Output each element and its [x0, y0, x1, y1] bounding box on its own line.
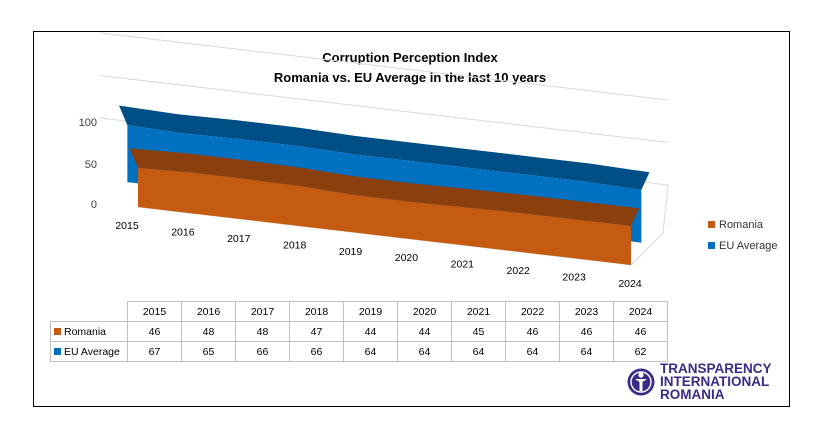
legend-label: EU Average	[719, 239, 778, 252]
series-layers	[119, 105, 650, 265]
data-table-year: 2021	[451, 301, 506, 322]
series-top-romania	[129, 148, 640, 226]
series-top-eu-average	[119, 105, 650, 190]
data-table-cell: 65	[181, 341, 236, 362]
logo-line: TRANSPARENCY	[660, 361, 772, 376]
legend: Romania EU Average	[708, 214, 778, 256]
chart-title: Corruption Perception Index	[322, 50, 498, 65]
x-tick-label: 2016	[171, 226, 195, 238]
chart-subtitle: Romania vs. EU Average in the last 10 ye…	[273, 70, 547, 85]
x-tick-label: 2022	[507, 265, 531, 277]
gridline	[99, 32, 669, 101]
data-table-row-romania: Romania 46 48 48 47 44 44 45 46 46 46	[50, 321, 668, 342]
data-table-year: 2015	[127, 301, 182, 322]
data-table-year: 2017	[235, 301, 290, 322]
data-table-cell: 64	[343, 341, 398, 362]
legend-key-swatch	[54, 348, 61, 356]
transparency-international-logo: TRANSPARENCY INTERNATIONAL ROMANIA	[626, 362, 772, 401]
x-axis-ticks: 2015 2016 2017 2018 2019 2020 2021 2022 2023 2024	[115, 220, 642, 290]
data-table-cell: 46	[613, 321, 668, 342]
legend-swatch	[708, 242, 715, 249]
data-table-cell: 48	[181, 321, 236, 342]
data-table-year: 2018	[289, 301, 344, 322]
y-tick-label: 50	[85, 159, 97, 171]
data-table-cell: 45	[451, 321, 506, 342]
globe-person-icon	[627, 368, 655, 395]
logo-line: INTERNATIONAL	[660, 374, 770, 389]
logo-line: ROMANIA	[660, 387, 725, 402]
data-table-year: 2019	[343, 301, 398, 322]
data-table-cell: 66	[289, 341, 344, 362]
data-table-cell: 46	[559, 321, 614, 342]
data-table-year: 2020	[397, 301, 452, 322]
data-table-cell: 47	[289, 321, 344, 342]
legend-swatch	[708, 221, 715, 228]
data-table-year: 2022	[505, 301, 560, 322]
x-tick-label: 2021	[451, 259, 475, 271]
data-table-cell: 48	[235, 321, 290, 342]
legend-item-eu-average: EU Average	[708, 235, 778, 256]
data-table-cell: 62	[613, 341, 668, 362]
y-tick-label: 0	[91, 199, 97, 211]
data-table-cell: 44	[397, 321, 452, 342]
data-table-cell: 44	[343, 321, 398, 342]
data-table-cell: 64	[559, 341, 614, 362]
data-table: 2015 2016 2017 2018 2019 2020 2021 2022 2023 2024…	[50, 301, 668, 362]
data-table-row-label: EU Average	[50, 341, 128, 362]
x-tick-label: 2018	[283, 239, 307, 251]
x-tick-label: 2024	[618, 278, 642, 290]
y-axis-ticks: 100 50 0	[79, 117, 97, 211]
data-table-cell: 66	[235, 341, 290, 362]
series-area-romania	[138, 167, 631, 265]
x-tick-label: 2019	[339, 246, 363, 258]
data-table-row-label: Romania	[50, 321, 128, 342]
y-tick-label: 100	[79, 117, 97, 129]
data-table-cell: 67	[127, 341, 182, 362]
x-tick-label: 2023	[562, 272, 586, 284]
x-tick-label: 2020	[395, 252, 419, 264]
data-table-row-eu-average: EU Average 67 65 66 66 64 64 64 64 64 62	[50, 341, 668, 362]
data-table-year: 2024	[613, 301, 668, 322]
data-table-corner	[50, 301, 128, 322]
legend-key-swatch	[54, 328, 61, 336]
data-table-cell: 64	[397, 341, 452, 362]
data-table-cell: 64	[451, 341, 506, 362]
legend-label: Romania	[719, 218, 764, 231]
x-tick-label: 2017	[227, 233, 251, 245]
data-table-cell: 46	[505, 321, 560, 342]
x-tick-label: 2015	[115, 220, 139, 232]
data-table-year: 2023	[559, 301, 614, 322]
data-table-year: 2016	[181, 301, 236, 322]
data-table-cell: 46	[127, 321, 182, 342]
data-table-header-row: 2015 2016 2017 2018 2019 2020 2021 2022 2023 2024	[50, 301, 668, 322]
gridline	[99, 75, 669, 143]
legend-item-romania: Romania	[708, 214, 778, 235]
data-table-cell: 64	[505, 341, 560, 362]
